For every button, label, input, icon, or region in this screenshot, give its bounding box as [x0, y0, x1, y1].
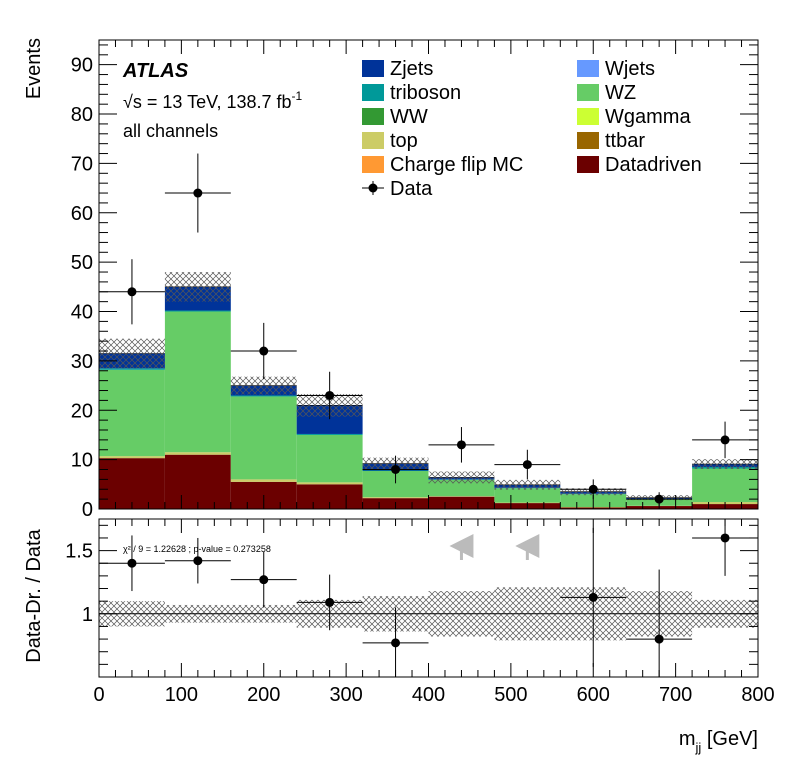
ratio-y-axis-label: Data-Dr. / Data: [23, 528, 45, 662]
x-tick-label-0: 0: [93, 684, 104, 706]
legend-label-wz: WZ: [605, 82, 636, 104]
legend-swatch-wjets: [577, 60, 599, 77]
legend-label-wgamma: Wgamma: [605, 106, 691, 128]
legend-label-datadriven: Datadriven: [605, 154, 702, 176]
x-tick-label-500: 500: [494, 684, 527, 706]
y-tick-label-60: 60: [71, 203, 93, 225]
legend-swatch-datadriven: [577, 156, 599, 173]
ratio-point-bin-9: [721, 533, 730, 542]
y-tick-label-20: 20: [71, 400, 93, 422]
legend-swatch-ww: [362, 108, 384, 125]
bar-wz-bin-2: [231, 396, 297, 479]
mc-uncertainty-band-bin-2: [231, 377, 297, 395]
sqrt-s-symbol: √s: [123, 92, 142, 112]
y-tick-label-30: 30: [71, 351, 93, 373]
ratio-point-bin-7: [589, 593, 598, 602]
ratio-point-bin-4: [391, 638, 400, 647]
bar-datadriven-bin-0: [99, 458, 165, 509]
y-tick-label-90: 90: [71, 55, 93, 77]
y-axis-label: Events: [23, 38, 45, 99]
data-point-bin-6: [523, 460, 532, 469]
ratio-point-bin-0: [127, 559, 136, 568]
mc-uncertainty-band-bin-5: [429, 471, 495, 483]
y-tick-label-80: 80: [71, 104, 93, 126]
ratio-y-tick-label-1.5: 1.5: [65, 541, 93, 563]
bar-triboson-bin-2: [231, 395, 297, 396]
bar-top-bin-2: [231, 479, 297, 481]
x-tick-label-100: 100: [165, 684, 198, 706]
x-tick-label-300: 300: [329, 684, 362, 706]
mc-uncertainty-band-bin-9: [692, 459, 758, 469]
data-point-bin-2: [259, 347, 268, 356]
ratio-point-bin-3: [325, 598, 334, 607]
legend-label-charge-flip-mc: Charge flip MC: [390, 154, 523, 176]
y-tick-label-0: 0: [82, 499, 93, 521]
atlas-label: ATLAS: [122, 60, 189, 82]
data-point-bin-0: [127, 287, 136, 296]
data-point-bin-7: [589, 485, 598, 494]
bar-datadriven-bin-1: [165, 455, 231, 509]
legend-swatch-triboson: [362, 84, 384, 101]
energy-label: √s = 13 TeV, 138.7 fb-1: [123, 89, 303, 112]
mc-uncertainty-band-bin-0: [99, 339, 165, 369]
legend-swatch-wgamma: [577, 108, 599, 125]
y-tick-label-40: 40: [71, 302, 93, 324]
bar-top-bin-3: [297, 482, 363, 484]
legend-label-ttbar: ttbar: [605, 130, 645, 152]
energy-lumi-text: = 13 TeV, 138.7 fb: [142, 92, 292, 112]
legend-swatch-wz: [577, 84, 599, 101]
bar-wz-bin-0: [99, 370, 165, 456]
data-point-bin-5: [457, 440, 466, 449]
x-tick-label-600: 600: [577, 684, 610, 706]
bar-top-bin-4: [363, 497, 429, 498]
x-tick-label-200: 200: [247, 684, 280, 706]
data-point-bin-1: [193, 189, 202, 198]
data-point-bin-9: [721, 435, 730, 444]
bar-triboson-bin-1: [165, 311, 231, 312]
legend-label-wjets: Wjets: [605, 58, 655, 80]
bar-top-bin-0: [99, 456, 165, 458]
ratio-point-bin-8: [655, 635, 664, 644]
ratio-point-bin-2: [259, 575, 268, 584]
bar-wz-bin-6: [494, 488, 560, 502]
ratio-y-tick-label-1: 1: [82, 604, 93, 626]
ratio-point-bin-1: [193, 556, 202, 565]
y-tick-label-70: 70: [71, 153, 93, 175]
y-tick-label-50: 50: [71, 252, 93, 274]
data-point-bin-3: [325, 391, 334, 400]
x-axis-label-unit: [GeV]: [701, 728, 758, 750]
bar-triboson-bin-3: [297, 434, 363, 435]
legend-label-ww: WW: [390, 106, 428, 128]
energy-lumi-exponent: -1: [292, 89, 303, 103]
channel-label: all channels: [123, 121, 218, 141]
bar-top-bin-1: [165, 452, 231, 454]
bar-triboson-bin-0: [99, 368, 165, 369]
mc-uncertainty-band-bin-6: [494, 480, 560, 490]
data-point-bin-4: [391, 465, 400, 474]
legend-swatch-ttbar: [577, 132, 599, 149]
bar-wz-bin-1: [165, 312, 231, 453]
legend-label-zjets: Zjets: [390, 58, 433, 80]
legend-label-data: Data: [390, 178, 433, 200]
legend-swatch-top: [362, 132, 384, 149]
legend-label-top: top: [390, 130, 418, 152]
legend-data-marker: [369, 184, 378, 193]
x-tick-label-700: 700: [659, 684, 692, 706]
x-axis-label: mjj [GeV]: [679, 728, 758, 755]
x-tick-label-800: 800: [741, 684, 774, 706]
x-axis-label-main: m: [679, 728, 696, 750]
bar-wz-bin-9: [692, 469, 758, 503]
mc-uncertainty-band-bin-1: [165, 272, 231, 302]
bar-wz-bin-3: [297, 435, 363, 482]
y-tick-label-10: 10: [71, 450, 93, 472]
legend-swatch-zjets: [362, 60, 384, 77]
legend-swatch-charge-flip-mc: [362, 156, 384, 173]
legend-label-triboson: triboson: [390, 82, 461, 104]
ratio-stat-text: χ² / 9 = 1.22628 ; p-value = 0.273258: [123, 544, 271, 554]
x-tick-label-400: 400: [412, 684, 445, 706]
